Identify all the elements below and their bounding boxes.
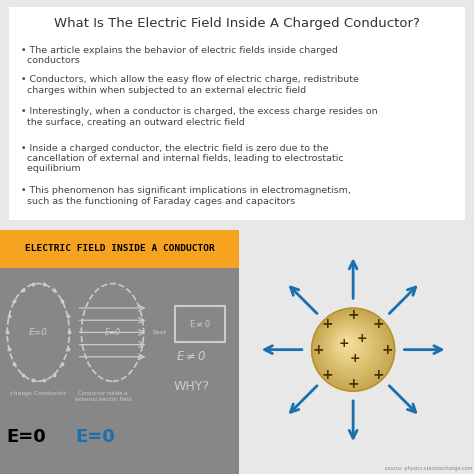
Bar xyxy=(175,306,225,342)
Circle shape xyxy=(343,339,351,347)
Text: E=0: E=0 xyxy=(76,428,116,447)
Circle shape xyxy=(332,328,366,363)
Circle shape xyxy=(334,330,364,361)
Circle shape xyxy=(323,319,380,376)
Text: +: + xyxy=(322,317,334,331)
Text: E$\neq$0: E$\neq$0 xyxy=(189,319,211,329)
Text: What Is The Electric Field Inside A Charged Conductor?: What Is The Electric Field Inside A Char… xyxy=(54,17,420,30)
FancyBboxPatch shape xyxy=(0,230,240,267)
Text: +: + xyxy=(347,308,359,322)
Text: • Conductors, which allow the easy flow of electric charge, redistribute
  charg: • Conductors, which allow the easy flow … xyxy=(21,75,359,95)
Circle shape xyxy=(317,313,389,385)
Circle shape xyxy=(324,321,378,374)
Text: • Interestingly, when a conductor is charged, the excess charge resides on
  the: • Interestingly, when a conductor is cha… xyxy=(21,108,377,127)
Circle shape xyxy=(330,327,369,365)
Text: • This phenomenon has significant implications in electromagnetism,
  such as th: • This phenomenon has significant implic… xyxy=(21,186,351,206)
Circle shape xyxy=(340,337,355,352)
Text: +: + xyxy=(373,368,384,382)
Circle shape xyxy=(337,333,360,356)
Text: +: + xyxy=(322,368,334,382)
Text: source: physics.stackexchange.com: source: physics.stackexchange.com xyxy=(385,465,473,471)
Text: E=0: E=0 xyxy=(29,328,48,337)
Text: +: + xyxy=(382,343,393,356)
Circle shape xyxy=(338,335,357,354)
Text: +: + xyxy=(373,317,384,331)
Text: +: + xyxy=(350,352,361,365)
Text: • Inside a charged conductor, the electric field is zero due to the
  cancellati: • Inside a charged conductor, the electr… xyxy=(21,144,344,173)
Text: charge Conductor: charge Conductor xyxy=(10,391,66,396)
Circle shape xyxy=(318,315,387,383)
Circle shape xyxy=(328,324,373,370)
Text: E$\neq$0: E$\neq$0 xyxy=(176,350,207,364)
Circle shape xyxy=(312,308,394,391)
Text: +: + xyxy=(357,332,368,345)
Text: E=0: E=0 xyxy=(104,328,120,337)
FancyBboxPatch shape xyxy=(0,0,474,229)
Circle shape xyxy=(342,338,353,349)
Text: +: + xyxy=(313,343,324,356)
Text: WHY?: WHY? xyxy=(173,380,210,392)
Text: Conductor inside a
external electric field: Conductor inside a external electric fie… xyxy=(75,391,131,402)
Text: Eext: Eext xyxy=(152,330,166,335)
Circle shape xyxy=(329,326,371,367)
Circle shape xyxy=(345,341,348,345)
Circle shape xyxy=(319,316,384,381)
Text: ELECTRIC FIELD INSIDE A CONDUCTOR: ELECTRIC FIELD INSIDE A CONDUCTOR xyxy=(25,244,215,253)
Circle shape xyxy=(315,311,391,388)
Text: +: + xyxy=(338,337,349,350)
Text: E=0: E=0 xyxy=(7,428,46,447)
Text: +: + xyxy=(347,377,359,391)
Circle shape xyxy=(326,322,375,372)
Text: • The article explains the behavior of electric fields inside charged
  conducto: • The article explains the behavior of e… xyxy=(21,46,338,65)
Circle shape xyxy=(321,318,382,379)
Circle shape xyxy=(335,332,362,358)
